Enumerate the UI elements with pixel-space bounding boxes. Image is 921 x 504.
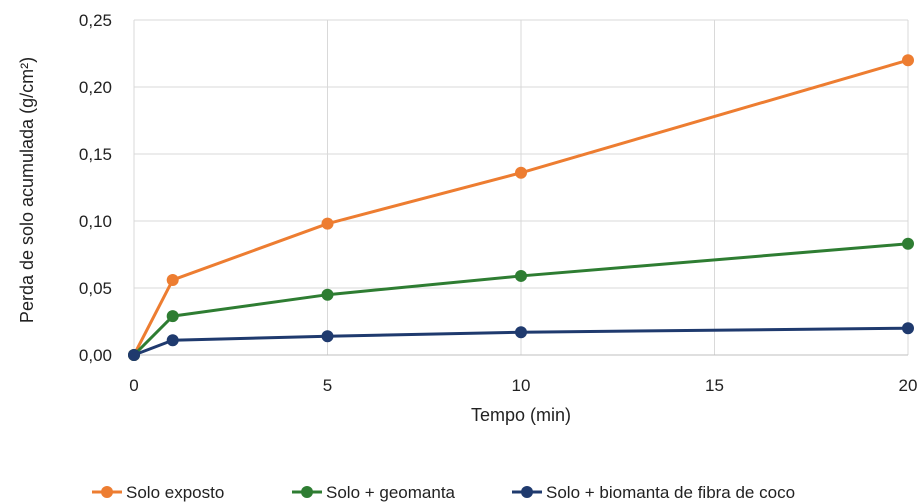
x-axis-title: Tempo (min) xyxy=(471,405,571,425)
legend-label: Solo + geomanta xyxy=(326,483,456,502)
data-point xyxy=(321,288,334,301)
data-point xyxy=(166,273,179,286)
legend-marker xyxy=(101,486,113,498)
series-layer xyxy=(128,54,914,361)
data-point xyxy=(515,269,527,282)
y-tick-label: 0,10 xyxy=(79,212,112,231)
x-tick-label: 5 xyxy=(323,376,332,395)
legend-item: Solo + biomanta de fibra de coco xyxy=(512,483,795,502)
data-point xyxy=(166,334,179,347)
legend-label: Solo + biomanta de fibra de coco xyxy=(546,483,795,502)
x-tick-label: 0 xyxy=(129,376,138,395)
data-point xyxy=(321,330,334,343)
x-tick-label: 15 xyxy=(705,376,724,395)
y-tick-label: 0,00 xyxy=(79,346,112,365)
y-tick-label: 0,20 xyxy=(79,78,112,97)
data-point xyxy=(166,310,179,323)
x-tick-label: 10 xyxy=(512,376,531,395)
data-point xyxy=(902,54,914,67)
y-tick-label: 0,25 xyxy=(79,11,112,30)
data-point xyxy=(321,217,334,230)
x-tick-label: 20 xyxy=(899,376,918,395)
data-point xyxy=(902,322,914,335)
legend-label: Solo exposto xyxy=(126,483,224,502)
series-3 xyxy=(128,322,914,361)
legend-item: Solo + geomanta xyxy=(292,483,456,502)
legend-marker xyxy=(301,486,313,498)
y-tick-label: 0,15 xyxy=(79,145,112,164)
data-point xyxy=(515,326,527,339)
y-axis-ticks: 0,00 0,05 0,10 0,15 0,20 0,25 xyxy=(79,11,112,365)
data-point xyxy=(515,166,527,179)
y-axis-title: Perda de solo acumulada (g/cm²) xyxy=(17,57,37,323)
data-point xyxy=(902,237,914,250)
grid-lines xyxy=(133,19,909,356)
legend-item: Solo exposto xyxy=(92,483,224,502)
data-point xyxy=(128,349,140,361)
x-axis-ticks: 0 5 10 15 20 xyxy=(129,376,917,395)
legend-marker xyxy=(521,486,533,498)
y-tick-label: 0,05 xyxy=(79,279,112,298)
legend: Solo exposto Solo + geomanta Solo + bioman… xyxy=(92,483,795,502)
